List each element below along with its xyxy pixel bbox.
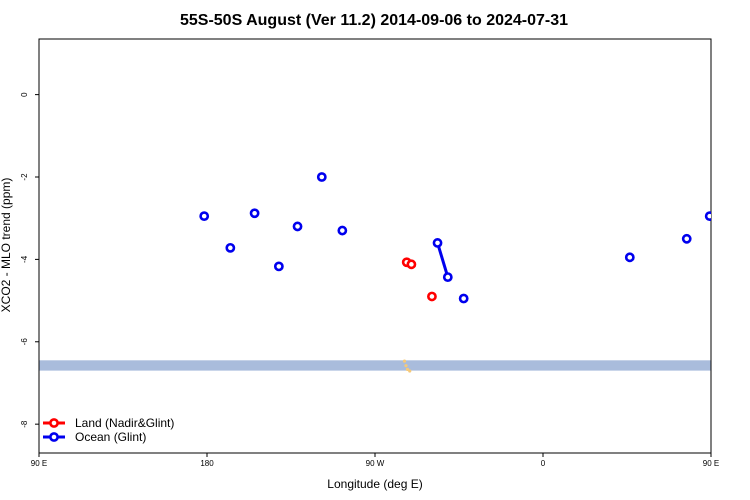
series-1-point-3 [273,261,284,272]
y-tick-label-1: -2 [20,173,29,181]
series-0-point-2 [427,291,437,302]
land-mark-3 [408,369,412,373]
plot-area: 90 E 180 90 W 0 90 E 0 -2 -4 -6 -8 Land (Nadir&Gli… [20,38,719,468]
chart-title: 55S-50S August (Ver 11.2) 2014-09-06 to … [180,12,568,29]
series-1-point-5 [316,172,327,182]
x-tick-label-4: 90 E [703,459,719,468]
y-axis-label: XCO2 - MLO trend (ppm) [0,178,13,313]
series-1-point-2 [249,208,260,219]
series-1-point-12 [704,211,711,222]
series-1-point-10 [624,252,635,263]
series-1-point-4 [292,221,303,232]
x-tick-label-2: 90 W [366,459,385,468]
legend-label-1: Ocean (Glint) [75,430,146,444]
x-axis-label: Longitude (deg E) [327,477,422,491]
y-tick-label-2: -4 [20,255,29,263]
series-1-point-0 [199,211,210,222]
series-0-point-1 [406,259,417,270]
legend-marker-0 [49,418,59,428]
legend: Land (Nadir&Glint)Ocean (Glint) [43,416,174,444]
series-1-point-11 [681,233,692,244]
land-mark-1 [404,364,408,368]
x-tick-label-1: 180 [200,459,214,468]
series-1-point-8 [442,272,453,283]
series-0 [401,257,437,302]
series-1-point-1 [225,242,236,253]
y-tick-label-4: -8 [20,420,29,428]
x-tick-label-3: 0 [541,459,546,468]
y-tick-label-3: -6 [20,338,29,346]
legend-label-0: Land (Nadir&Glint) [75,416,174,430]
series-1 [199,172,711,304]
series-1-point-9 [458,293,469,304]
land-mark-2 [405,367,410,371]
series-1-segment-0 [436,242,450,278]
plot-frame [38,38,712,454]
x-tick-label-0: 90 E [31,459,47,468]
coastline-band [39,360,711,371]
y-tick-label-0: 0 [20,92,29,97]
legend-marker-1 [49,432,59,442]
series-1-point-7 [432,238,443,248]
series-1-point-6 [337,225,348,236]
land-mark-0 [402,359,407,363]
